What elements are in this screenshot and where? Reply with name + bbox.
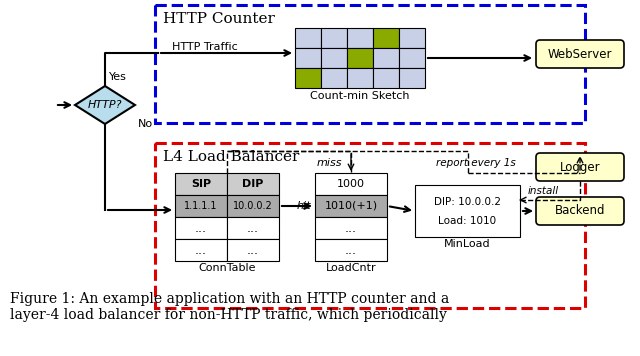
Bar — [227, 195, 279, 217]
Text: 1000: 1000 — [337, 179, 365, 189]
Text: Backend: Backend — [555, 204, 605, 218]
Bar — [315, 217, 387, 239]
Text: hit: hit — [296, 201, 311, 211]
Bar — [347, 48, 373, 68]
Text: Load: 1010: Load: 1010 — [438, 216, 497, 226]
Text: Figure 1: An example application with an HTTP counter and a: Figure 1: An example application with an… — [10, 292, 449, 306]
Bar — [175, 195, 227, 217]
Text: ...: ... — [195, 244, 207, 257]
Bar — [155, 5, 585, 123]
Text: report every 1s: report every 1s — [436, 158, 515, 168]
FancyBboxPatch shape — [536, 40, 624, 68]
Text: HTTP Counter: HTTP Counter — [163, 12, 275, 26]
Text: WebServer: WebServer — [548, 47, 612, 61]
FancyBboxPatch shape — [536, 197, 624, 225]
Text: SIP: SIP — [191, 179, 211, 189]
Text: Yes: Yes — [109, 72, 127, 82]
Text: ...: ... — [345, 221, 357, 235]
Polygon shape — [75, 86, 135, 124]
Bar — [295, 48, 321, 68]
Text: No: No — [138, 119, 153, 129]
Text: LoadCntr: LoadCntr — [326, 263, 376, 273]
Bar — [315, 173, 387, 195]
Text: 1010(+1): 1010(+1) — [324, 201, 378, 211]
Text: DIP: 10.0.0.2: DIP: 10.0.0.2 — [434, 197, 501, 207]
Bar — [347, 28, 373, 48]
Bar — [175, 239, 227, 261]
Bar — [227, 217, 279, 239]
Bar — [227, 239, 279, 261]
Bar — [373, 28, 399, 48]
Bar — [155, 143, 585, 308]
Bar — [415, 185, 520, 237]
Text: Count-min Sketch: Count-min Sketch — [310, 91, 410, 101]
Bar — [399, 48, 425, 68]
FancyBboxPatch shape — [536, 153, 624, 181]
Text: L4 Load Balancer: L4 Load Balancer — [163, 150, 300, 164]
Bar — [321, 28, 347, 48]
Text: DIP: DIP — [243, 179, 264, 189]
Text: layer-4 load balancer for non-HTTP traffic, which periodically: layer-4 load balancer for non-HTTP traff… — [10, 308, 447, 322]
Text: ...: ... — [345, 244, 357, 257]
Bar — [175, 173, 227, 195]
Bar — [321, 68, 347, 88]
Text: 10.0.0.2: 10.0.0.2 — [233, 201, 273, 211]
Bar — [347, 68, 373, 88]
Bar — [175, 217, 227, 239]
Text: HTTP Traffic: HTTP Traffic — [172, 42, 238, 52]
Text: ...: ... — [195, 221, 207, 235]
Bar — [373, 48, 399, 68]
Text: MinLoad: MinLoad — [444, 239, 491, 249]
Text: ...: ... — [247, 221, 259, 235]
Bar — [315, 195, 387, 217]
Text: miss: miss — [317, 158, 342, 168]
Bar — [399, 68, 425, 88]
Bar — [227, 173, 279, 195]
Bar — [321, 48, 347, 68]
Bar — [295, 68, 321, 88]
Text: 1.1.1.1: 1.1.1.1 — [184, 201, 218, 211]
Text: Logger: Logger — [560, 161, 600, 173]
Text: ConnTable: ConnTable — [198, 263, 256, 273]
Text: ...: ... — [247, 244, 259, 257]
Text: install: install — [528, 186, 559, 196]
Text: HTTP?: HTTP? — [88, 100, 122, 110]
Bar — [399, 28, 425, 48]
Bar — [295, 28, 321, 48]
Bar — [315, 239, 387, 261]
Bar — [373, 68, 399, 88]
